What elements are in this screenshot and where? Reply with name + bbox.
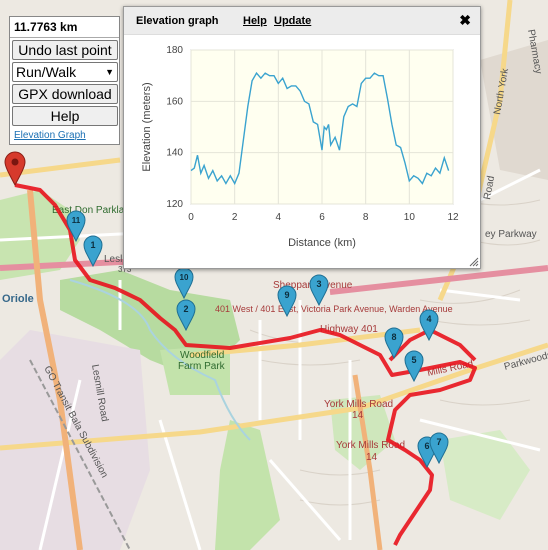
urban-area xyxy=(480,40,548,180)
gpx-download-button[interactable]: GPX download xyxy=(12,84,118,104)
park-area xyxy=(215,420,280,550)
elevation-chart: 0 2 4 6 8 10 12 120 140 160 180 Distance (km) Elev… xyxy=(141,45,459,249)
route-marker-icon[interactable]: 11 xyxy=(66,210,86,243)
park-area xyxy=(440,430,530,520)
chart-y-tick-label: 140 xyxy=(166,148,183,159)
chart-y-tick-label: 120 xyxy=(166,199,183,210)
map-label-highway401: Highway 401 xyxy=(320,324,378,335)
route-marker-icon[interactable]: 2 xyxy=(176,299,196,332)
popup-title: Elevation graph xyxy=(136,15,219,27)
route-marker-label: 8 xyxy=(391,332,396,342)
route-marker-label: 10 xyxy=(180,273,189,282)
map-label-east-don: East Don Parkland xyxy=(52,205,135,216)
map-label-york-mills-1-num: 14 xyxy=(352,410,364,421)
chart-y-axis-label: Elevation (meters) xyxy=(141,82,153,171)
control-panel: 11.7763 km Undo last point Run/Walk ▼ GP… xyxy=(9,16,120,145)
chart-x-axis-label: Distance (km) xyxy=(288,237,356,249)
chart-x-tick-label: 4 xyxy=(276,212,282,223)
chart-x-tick-label: 8 xyxy=(363,212,369,223)
start-marker-icon[interactable] xyxy=(4,151,26,187)
chart-x-tick-label: 6 xyxy=(319,212,325,223)
map-label-farm-park: Farm Park xyxy=(178,361,226,372)
route-marker-icon[interactable]: 1 xyxy=(83,235,103,268)
elevation-line xyxy=(190,71,450,186)
chart-x-tick-label: 2 xyxy=(232,212,238,223)
map-label-york-mills-1: York Mills Road xyxy=(324,399,393,410)
map-label-373: 373 xyxy=(118,265,132,274)
route-marker-icon[interactable]: 5 xyxy=(404,350,424,383)
map-label-401: 401 West / 401 East, Victoria Park Avenu… xyxy=(215,304,453,314)
chart-x-tick-label: 0 xyxy=(188,212,194,223)
mode-select[interactable]: Run/Walk ▼ xyxy=(12,62,118,82)
map-label-oriole: Oriole xyxy=(2,293,34,305)
route-line xyxy=(14,183,477,546)
route-marker-icon[interactable]: 9 xyxy=(277,285,297,318)
route-marker-label: 11 xyxy=(72,216,81,225)
route-marker-label: 3 xyxy=(316,279,321,289)
mode-select-value: Run/Walk xyxy=(16,64,77,80)
route-marker-icon[interactable]: 8 xyxy=(384,327,404,360)
map-label-road: Road xyxy=(482,175,497,200)
route-marker-icon[interactable]: 7 xyxy=(429,432,449,465)
map-label-woodfield: Woodfield xyxy=(180,350,224,361)
map-label-york-mills-2: York Mills Road xyxy=(336,440,405,451)
map-label-york-mills-2-num: 14 xyxy=(366,452,378,463)
chart-y-tick-label: 180 xyxy=(166,45,183,56)
undo-last-point-button[interactable]: Undo last point xyxy=(12,40,118,60)
route-marker-label: 6 xyxy=(424,441,429,451)
route-marker-label: 4 xyxy=(426,314,431,324)
route-marker-label: 5 xyxy=(411,355,416,365)
popup-header: Elevation graph Help Update ✖ xyxy=(124,7,480,35)
popup-help-link[interactable]: Help xyxy=(243,15,267,27)
chart-y-tick-label: 160 xyxy=(166,96,183,107)
close-icon[interactable]: ✖ xyxy=(459,12,471,28)
elevation-popup: Elevation graph Help Update ✖ 0 2 4 6 8 10 12 1… xyxy=(123,6,481,269)
route-marker-icon[interactable]: 3 xyxy=(309,274,329,307)
map-label-lesl: Lesl xyxy=(104,254,122,265)
chart-x-tick-label: 10 xyxy=(404,212,416,223)
elevation-graph-link[interactable]: Elevation Graph xyxy=(14,130,86,141)
route-marker-label: 1 xyxy=(90,240,95,250)
chart-x-tick-label: 12 xyxy=(447,212,459,223)
popup-update-link[interactable]: Update xyxy=(274,15,312,27)
help-button[interactable]: Help xyxy=(12,106,118,126)
route-marker-label: 2 xyxy=(183,304,188,314)
chevron-down-icon: ▼ xyxy=(105,67,114,77)
route-marker-label: 9 xyxy=(284,290,289,300)
distance-readout: 11.7763 km xyxy=(10,17,119,38)
route-marker-label: 7 xyxy=(436,437,441,447)
route-marker-icon[interactable]: 4 xyxy=(419,309,439,342)
resize-handle-icon[interactable] xyxy=(469,257,479,267)
map-label-parkway: ey Parkway xyxy=(485,229,537,240)
